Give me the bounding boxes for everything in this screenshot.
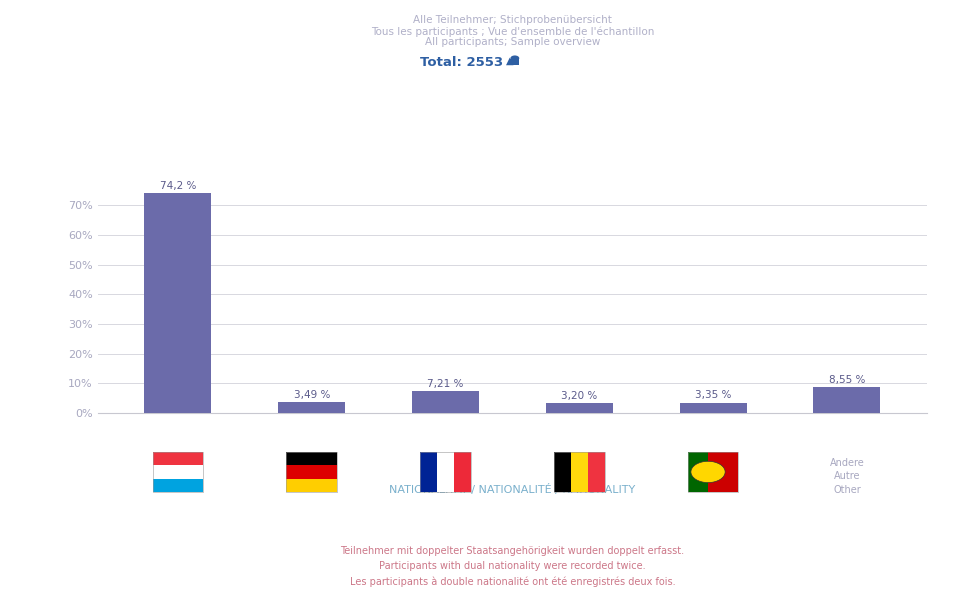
Text: 8,55 %: 8,55 % [829,375,865,385]
Bar [679,403,747,413]
X-axis label: NATIONALITÄT / NATIONALITÉ / NATIONALITY: NATIONALITÄT / NATIONALITÉ / NATIONALITY [389,484,635,495]
Text: Tous les participants ; Vue d'ensemble de l'échantillon: Tous les participants ; Vue d'ensemble d… [371,26,654,36]
Text: Alle Teilnehmer; Stichprobenübersicht: Alle Teilnehmer; Stichprobenübersicht [413,15,612,25]
Bar [813,387,880,413]
Text: 3,20 %: 3,20 % [561,391,597,401]
Text: 7,21 %: 7,21 % [427,379,464,389]
Bar [144,193,212,413]
Text: All participants; Sample overview: All participants; Sample overview [425,37,600,47]
Text: Teilnehmer mit doppelter Staatsangehörigkeit wurden doppelt erfasst.: Teilnehmer mit doppelter Staatsangehörig… [341,546,684,556]
Text: Andere: Andere [830,458,865,468]
Text: Autre: Autre [834,472,860,481]
Text: 3,35 %: 3,35 % [695,390,731,401]
Text: Other: Other [834,485,861,495]
Text: 74,2 %: 74,2 % [160,181,196,191]
Bar [278,402,346,413]
Text: 3,49 %: 3,49 % [294,390,330,400]
Text: Les participants à double nationalité ont été enregistrés deux fois.: Les participants à double nationalité on… [349,577,675,587]
Text: Participants with dual nationality were recorded twice.: Participants with dual nationality were … [379,561,646,571]
Text: ▲: ▲ [506,56,513,66]
Bar [412,392,479,413]
Bar [546,403,613,413]
Text: Total: 2553: Total: 2553 [420,56,503,69]
